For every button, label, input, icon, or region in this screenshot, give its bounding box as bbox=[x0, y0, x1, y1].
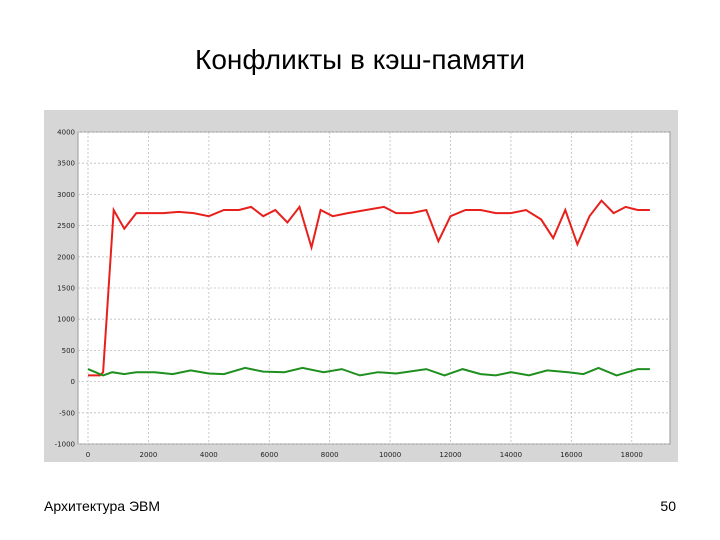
y-tick-label: 0 bbox=[71, 378, 75, 386]
y-tick-label: 1000 bbox=[57, 316, 75, 324]
page-number: 50 bbox=[660, 498, 676, 514]
x-tick-label: 16000 bbox=[560, 451, 582, 459]
y-tick-label: 4000 bbox=[57, 129, 75, 137]
x-tick-label: 2000 bbox=[140, 451, 158, 459]
y-tick-label: 2500 bbox=[57, 222, 75, 230]
y-tick-label: -1000 bbox=[55, 441, 75, 449]
x-tick-label: 4000 bbox=[200, 451, 218, 459]
chart-frame: 4000 3500 3000 2500 2000 1500 1000 500 0 -500 -100… bbox=[44, 110, 678, 462]
x-tick-label: 12000 bbox=[439, 451, 461, 459]
series-line-1 bbox=[88, 199, 650, 377]
y-tick-label: 3000 bbox=[57, 191, 75, 199]
x-tick-label: 14000 bbox=[500, 451, 522, 459]
y-tick-label: -500 bbox=[59, 409, 75, 417]
x-tick-label: 10000 bbox=[379, 451, 401, 459]
footer-course-title: Архитектура ЭВМ bbox=[44, 498, 161, 514]
x-tick-label: 8000 bbox=[321, 451, 339, 459]
y-tick-label: 2000 bbox=[57, 253, 75, 261]
y-tick-label: 1500 bbox=[57, 285, 75, 293]
series-line-2 bbox=[87, 366, 650, 377]
x-tick-label: 0 bbox=[86, 451, 90, 459]
slide-title: Конфликты в кэш-памяти bbox=[195, 44, 525, 75]
x-tick-label: 18000 bbox=[621, 451, 643, 459]
x-tick-label: 6000 bbox=[260, 451, 278, 459]
y-tick-label: 500 bbox=[62, 347, 75, 355]
y-tick-label: 3500 bbox=[57, 160, 75, 168]
cache-conflicts-line-chart: 4000 3500 3000 2500 2000 1500 1000 500 0 -500 -100… bbox=[55, 129, 671, 459]
